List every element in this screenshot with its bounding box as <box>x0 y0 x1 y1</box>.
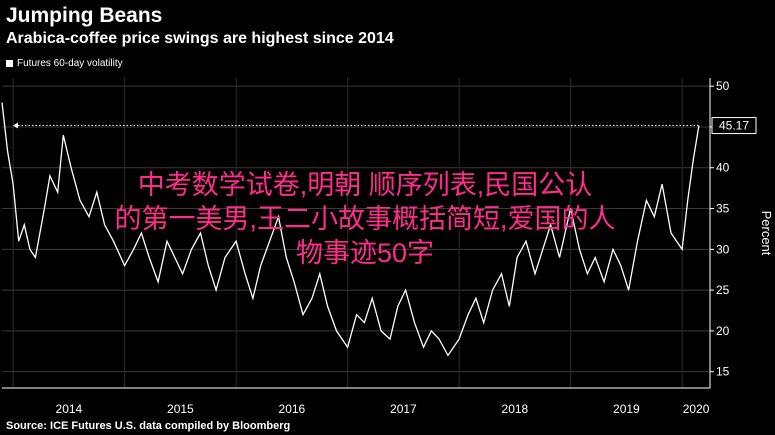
y-tick-label: 35 <box>716 202 730 216</box>
watermark-line-1: 中考数学试卷,明朝 顺序列表,民国公认 <box>137 170 593 200</box>
legend-swatch <box>6 60 13 67</box>
y-tick-label: 40 <box>716 161 730 175</box>
x-tick-label: 2017 <box>390 402 417 416</box>
last-value-box <box>711 117 757 135</box>
watermark-line-3: 物事迹50字 <box>295 238 435 268</box>
chart-title: Jumping Beans <box>6 4 163 27</box>
x-tick-label: 2015 <box>167 402 194 416</box>
source-note: Source: ICE Futures U.S. data compiled b… <box>6 420 291 432</box>
x-tick-label: 2020 <box>683 402 710 416</box>
x-tick-label: 2019 <box>613 402 640 416</box>
watermark-overlay: 中考数学试卷,明朝 顺序列表,民国公认 的第一美男,王二小故事概括简短,爱国的人… <box>0 168 730 270</box>
legend: Futures 60-day volatility <box>6 58 123 69</box>
y-tick-label: 30 <box>716 242 730 256</box>
reference-arrow <box>13 122 18 129</box>
y-tick-label: 20 <box>716 324 730 338</box>
x-tick-label: 2018 <box>502 402 529 416</box>
legend-label: Futures 60-day volatility <box>17 58 123 69</box>
watermark-line-2: 的第一美男,王二小故事概括简短,爱国的人 <box>114 204 616 234</box>
y-axis-label: Percent <box>759 211 774 256</box>
x-tick-label: 2014 <box>56 402 83 416</box>
chart-subtitle: Arabica-coffee price swings are highest … <box>6 30 394 47</box>
x-tick-label: 2016 <box>279 402 306 416</box>
y-tick-label: 25 <box>716 283 730 297</box>
y-tick-label: 15 <box>716 365 730 379</box>
y-tick-label: 50 <box>716 79 730 93</box>
series-line-volatility <box>1 102 700 357</box>
last-value-label: 45.17 <box>719 119 749 133</box>
